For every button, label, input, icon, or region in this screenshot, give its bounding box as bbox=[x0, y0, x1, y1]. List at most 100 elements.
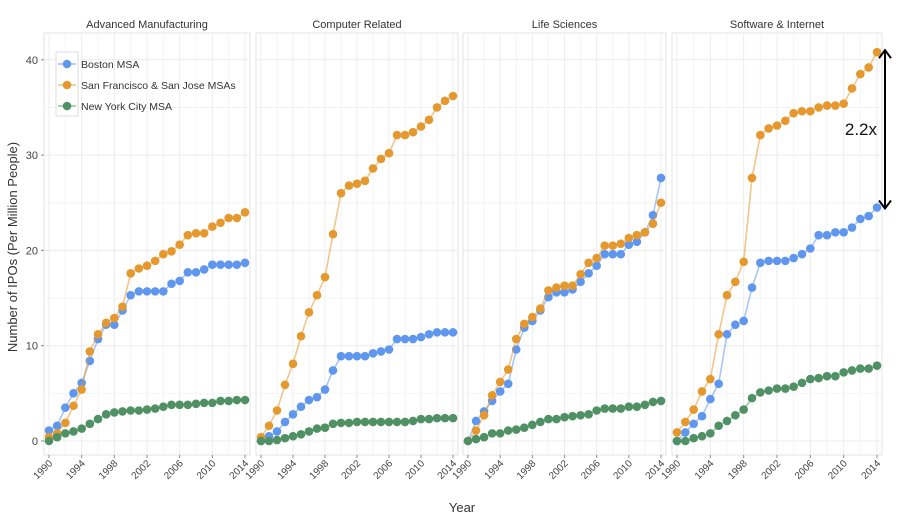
data-point bbox=[376, 347, 386, 356]
data-point bbox=[739, 405, 748, 414]
data-point bbox=[44, 426, 54, 435]
data-point bbox=[789, 108, 798, 118]
data-point bbox=[224, 260, 233, 269]
data-point bbox=[400, 417, 410, 427]
data-point bbox=[797, 106, 807, 116]
data-point bbox=[93, 329, 103, 339]
data-point bbox=[560, 281, 569, 290]
data-point bbox=[864, 211, 873, 221]
data-point bbox=[69, 401, 78, 411]
annotation-label: 2.2x bbox=[845, 120, 878, 139]
x-tick-label: 2002 bbox=[760, 458, 784, 482]
data-point bbox=[722, 290, 732, 300]
data-point bbox=[392, 130, 402, 140]
data-point bbox=[600, 241, 610, 250]
data-point bbox=[503, 426, 513, 435]
data-point bbox=[632, 230, 642, 240]
data-point bbox=[85, 419, 95, 429]
data-point bbox=[479, 410, 489, 420]
data-point bbox=[772, 256, 782, 266]
data-point bbox=[77, 424, 86, 433]
data-point bbox=[856, 214, 865, 224]
data-point bbox=[304, 427, 314, 436]
data-point bbox=[199, 398, 209, 408]
data-point bbox=[872, 361, 882, 371]
y-tick-label: 30 bbox=[26, 150, 38, 162]
data-point bbox=[208, 398, 217, 408]
data-point bbox=[797, 249, 807, 259]
data-point bbox=[681, 417, 690, 427]
data-point bbox=[681, 436, 690, 446]
data-point bbox=[344, 181, 354, 190]
annotation-ratio: 2.2x bbox=[845, 48, 892, 211]
x-tick-label: 1998 bbox=[97, 458, 121, 482]
data-point bbox=[706, 394, 715, 404]
data-point bbox=[191, 228, 201, 238]
x-tick-label: 2010 bbox=[611, 458, 635, 482]
data-point bbox=[384, 345, 394, 354]
data-point bbox=[568, 411, 577, 421]
data-point bbox=[689, 405, 698, 414]
data-point bbox=[400, 130, 410, 140]
data-point bbox=[288, 431, 298, 441]
data-point bbox=[134, 406, 144, 415]
data-point bbox=[216, 396, 225, 406]
data-point bbox=[288, 359, 298, 369]
data-point bbox=[142, 287, 152, 296]
data-point bbox=[199, 265, 209, 274]
data-point bbox=[681, 428, 690, 437]
data-point bbox=[872, 47, 882, 57]
data-point bbox=[336, 351, 346, 361]
legend-key-dot bbox=[62, 80, 72, 90]
data-point bbox=[584, 258, 593, 268]
data-point bbox=[831, 371, 840, 381]
data-point bbox=[714, 329, 723, 339]
data-point bbox=[424, 115, 434, 125]
data-point bbox=[118, 302, 127, 311]
data-point bbox=[150, 404, 160, 413]
data-point bbox=[536, 304, 545, 313]
data-point bbox=[544, 286, 553, 295]
data-point bbox=[440, 413, 450, 423]
data-point bbox=[592, 261, 601, 270]
data-point bbox=[697, 411, 707, 421]
data-point bbox=[856, 364, 865, 373]
data-point bbox=[167, 279, 176, 289]
series-san-francisco-san-jose-msas bbox=[672, 47, 882, 437]
data-point bbox=[831, 227, 840, 237]
data-point bbox=[839, 368, 848, 377]
data-point bbox=[272, 435, 282, 445]
x-tick-label: 1994 bbox=[276, 458, 300, 482]
data-point bbox=[632, 402, 642, 411]
data-point bbox=[600, 404, 610, 413]
data-point bbox=[495, 429, 505, 438]
data-point bbox=[126, 406, 135, 415]
data-point bbox=[656, 173, 666, 183]
x-tick-label: 2006 bbox=[579, 458, 603, 482]
legend-key-dot bbox=[62, 59, 72, 69]
data-point bbox=[495, 377, 505, 387]
data-point bbox=[789, 382, 798, 391]
data-point bbox=[814, 230, 823, 240]
data-point bbox=[764, 256, 773, 266]
series-boston-msa bbox=[672, 203, 882, 446]
data-point bbox=[440, 96, 450, 106]
data-point bbox=[616, 249, 626, 259]
data-point bbox=[183, 268, 193, 277]
data-point bbox=[616, 404, 626, 413]
panel-title: Life Sciences bbox=[532, 19, 598, 31]
data-point bbox=[747, 173, 757, 183]
data-point bbox=[199, 228, 209, 238]
data-point bbox=[839, 227, 848, 237]
data-point bbox=[61, 403, 70, 412]
data-point bbox=[280, 417, 290, 427]
data-point bbox=[772, 384, 782, 393]
data-point bbox=[511, 425, 521, 434]
data-point bbox=[61, 429, 70, 438]
arrow-head-up-icon bbox=[878, 48, 892, 59]
data-point bbox=[608, 249, 618, 259]
data-point bbox=[536, 417, 545, 427]
